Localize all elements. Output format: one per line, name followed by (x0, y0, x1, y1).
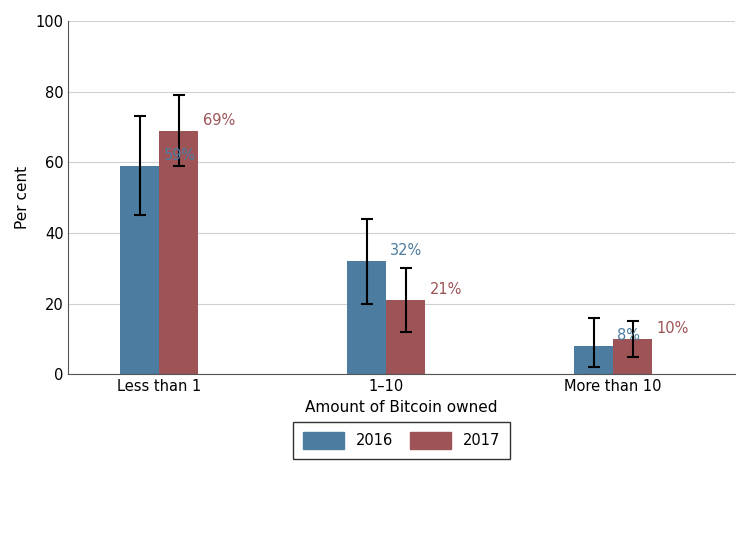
Bar (386, 300, 425, 375)
Text: 69%: 69% (202, 112, 235, 128)
Text: 32%: 32% (390, 244, 422, 258)
Bar (347, 262, 386, 375)
Bar (120, 166, 159, 375)
Text: 21%: 21% (430, 282, 462, 298)
Text: 59%: 59% (164, 148, 196, 163)
Y-axis label: Per cent: Per cent (15, 166, 30, 229)
X-axis label: Amount of Bitcoin owned: Amount of Bitcoin owned (305, 400, 498, 415)
Bar (159, 130, 199, 375)
Text: 8%: 8% (617, 328, 640, 343)
Bar (574, 346, 614, 375)
Bar (614, 339, 652, 375)
Legend: 2016, 2017: 2016, 2017 (293, 422, 511, 459)
Text: 10%: 10% (656, 321, 689, 336)
